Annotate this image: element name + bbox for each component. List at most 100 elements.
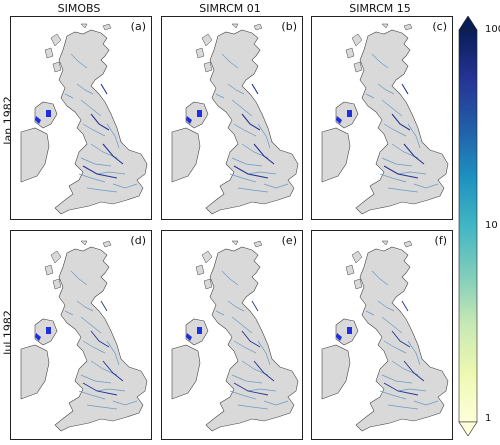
island — [203, 278, 213, 290]
river — [381, 99, 403, 117]
river-high-flow — [90, 330, 110, 348]
river — [70, 53, 88, 69]
panel-label: (f) — [434, 234, 447, 247]
river — [237, 187, 269, 193]
river-high-flow — [251, 300, 259, 312]
river — [379, 390, 407, 400]
river — [233, 340, 257, 354]
river — [377, 300, 395, 312]
island — [231, 240, 239, 246]
island — [201, 250, 213, 264]
island — [201, 33, 213, 47]
river-high-flow — [102, 360, 124, 382]
lough-neagh — [46, 327, 51, 334]
river — [257, 340, 271, 366]
island — [80, 23, 88, 29]
island — [44, 264, 54, 276]
river — [76, 300, 94, 312]
river-high-flow — [233, 165, 269, 179]
island — [345, 47, 355, 59]
river-high-flow — [82, 382, 118, 396]
lough-neagh — [197, 327, 202, 334]
river — [80, 99, 102, 117]
island — [353, 278, 363, 290]
island — [52, 61, 62, 73]
river-high-flow — [82, 165, 118, 179]
river — [397, 388, 427, 392]
uk-river-map — [20, 240, 148, 432]
ireland-landmass — [321, 127, 351, 183]
river — [229, 173, 257, 183]
island — [80, 240, 88, 246]
island — [351, 250, 363, 264]
river — [237, 404, 269, 410]
river-high-flow — [401, 300, 409, 312]
river — [82, 340, 106, 354]
river — [86, 187, 118, 193]
island — [231, 23, 239, 29]
river-high-flow — [383, 382, 419, 396]
great-britain-landmass — [355, 246, 449, 432]
river-high-flow — [383, 165, 419, 179]
river — [247, 388, 277, 392]
river — [80, 374, 112, 384]
map-panel-d: (d) — [10, 230, 152, 440]
ireland-landmass — [321, 344, 351, 400]
lough-neagh — [347, 327, 352, 334]
river — [381, 157, 413, 167]
river — [96, 171, 126, 175]
column-title-simrcm01: SIMRCM 01 — [199, 2, 261, 15]
lough-neagh — [197, 110, 202, 117]
colorbar-tick-100: 100 — [485, 24, 500, 35]
island — [381, 240, 389, 246]
river — [106, 123, 120, 149]
map-panel-b: (b) — [161, 16, 303, 220]
river — [391, 360, 419, 376]
great-britain-landmass — [205, 29, 299, 215]
lough-erne — [186, 116, 192, 124]
river — [80, 157, 112, 167]
river — [215, 310, 225, 316]
map-panel-f: (f) — [311, 230, 453, 440]
river — [407, 123, 421, 149]
river — [112, 400, 138, 406]
river — [78, 173, 106, 183]
river-high-flow — [391, 113, 411, 131]
island — [102, 240, 112, 248]
river — [365, 93, 375, 99]
uk-river-map — [321, 23, 449, 215]
river — [233, 123, 257, 137]
river — [377, 83, 395, 95]
river — [78, 390, 106, 400]
uk-river-map — [171, 240, 299, 432]
island — [52, 278, 62, 290]
island — [403, 23, 413, 31]
river-high-flow — [253, 360, 275, 382]
map-panel-c: (c) — [311, 16, 453, 220]
ireland-landmass — [20, 127, 50, 183]
river-high-flow — [251, 83, 259, 95]
island — [195, 264, 205, 276]
river — [247, 171, 277, 175]
island — [50, 250, 62, 264]
ireland-landmass — [171, 127, 201, 183]
island — [203, 61, 213, 73]
river — [371, 53, 389, 69]
colorbar-tick-10: 10 — [485, 220, 498, 231]
great-britain-landmass — [54, 246, 148, 432]
river-high-flow — [391, 330, 411, 348]
river-high-flow — [403, 143, 425, 165]
river-high-flow — [253, 143, 275, 165]
river — [76, 83, 94, 95]
river — [227, 83, 245, 95]
map-panel-e: (e) — [161, 230, 303, 440]
river — [241, 360, 269, 376]
river — [381, 316, 403, 334]
uk-river-map — [20, 23, 148, 215]
uk-river-map — [321, 240, 449, 432]
island — [253, 240, 263, 248]
river — [383, 340, 407, 354]
island — [403, 240, 413, 248]
lough-erne — [336, 116, 342, 124]
river — [231, 374, 263, 384]
